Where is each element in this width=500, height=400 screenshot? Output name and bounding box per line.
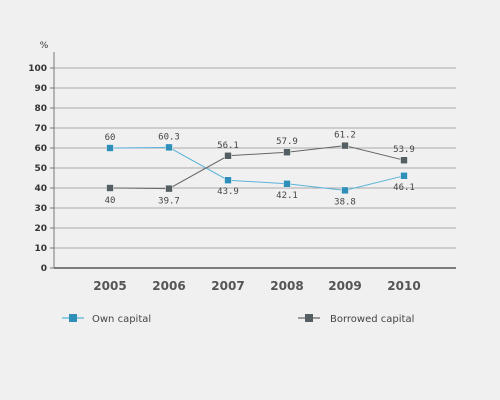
series-borrowed-capital: 40 39.7 56.1 57.9 61.2 53.9 [105,131,415,207]
series-own-capital: 60 60.3 43.9 42.1 38.8 46.1 [105,132,415,207]
y-tick-label: 50 [34,164,47,174]
data-label: 60 [105,133,116,143]
legend-item: Borrowed capital [298,314,414,325]
data-point [400,172,408,180]
y-tick-labels: 0 10 20 30 40 50 60 70 80 90 100 [28,64,47,274]
data-point [341,141,349,150]
x-tick-label: 2006 [152,279,185,293]
legend-marker [69,314,77,322]
data-point [400,156,408,164]
x-tick-labels: 2005 2006 2007 2008 2009 2010 [93,279,420,293]
data-label: 43.9 [217,187,239,197]
data-point [283,180,291,188]
y-tick-label: 70 [34,124,47,134]
legend-item: Own capital [62,314,151,325]
x-tick-label: 2005 [93,279,126,293]
data-point [165,184,173,193]
data-label: 53.9 [393,145,415,155]
data-label: 56.1 [217,141,239,151]
data-label: 46.1 [393,183,415,193]
series-line [109,146,405,191]
data-label: 42.1 [276,191,298,201]
y-tick-label: 0 [41,264,47,274]
legend: Own capital Borrowed capital [62,314,414,325]
y-tick-label: 60 [34,144,47,154]
data-point [106,184,114,192]
data-point [106,144,114,152]
data-label: 38.8 [334,197,356,207]
data-point [224,152,232,160]
chart-series: 60 60.3 43.9 42.1 38.8 46.1 40 39.7 56.1 57.9 61.2… [105,131,415,208]
legend-marker [305,314,313,322]
data-label: 60.3 [158,132,180,142]
x-tick-label: 2008 [270,279,303,293]
y-tick-label: 80 [34,104,47,114]
y-tick-label: 40 [34,184,47,194]
x-tick-label: 2009 [328,279,361,293]
data-point [341,186,349,195]
x-tick-label: 2007 [211,279,244,293]
data-point [283,148,291,156]
data-label: 39.7 [158,197,180,207]
y-tick-label: 100 [28,64,47,74]
legend-label: Own capital [92,314,151,325]
y-tick-label: 20 [34,224,47,234]
y-tick-label: 90 [34,84,47,94]
data-point [165,143,173,152]
data-point [224,176,232,184]
chart-axes [50,52,456,269]
y-tick-label: 10 [34,244,47,254]
legend-label: Borrowed capital [330,314,414,325]
x-tick-label: 2010 [387,279,420,293]
y-tick-label: 30 [34,204,47,214]
data-label: 40 [105,196,116,206]
data-label: 61.2 [334,131,356,141]
series-line [109,145,405,190]
data-label: 57.9 [276,137,298,147]
y-axis-unit: % [40,41,49,51]
